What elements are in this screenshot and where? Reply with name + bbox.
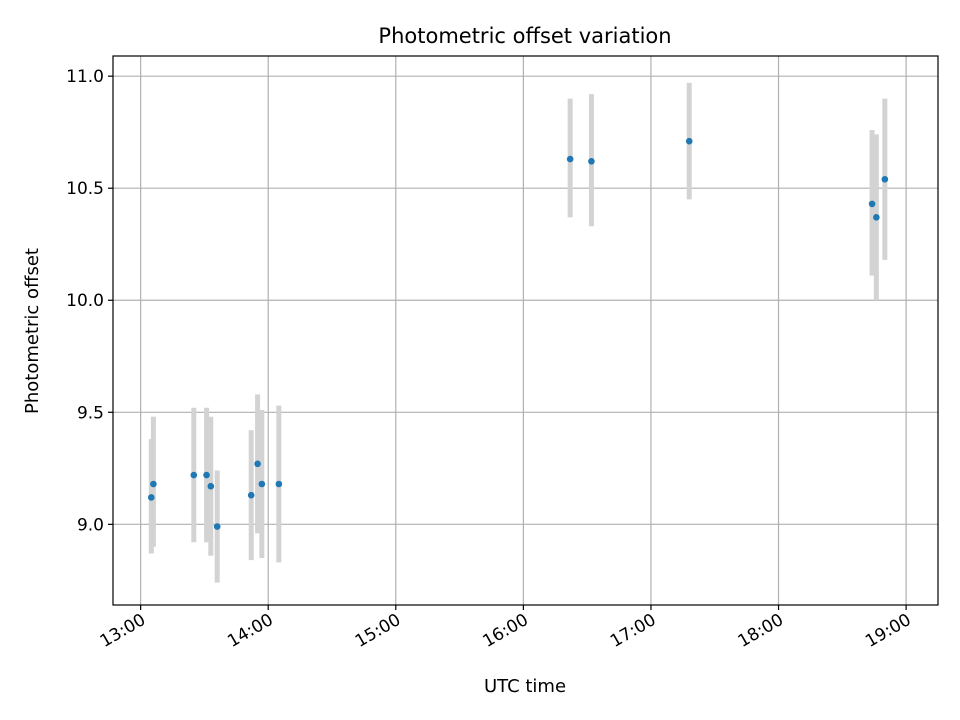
y-tick-label: 10.0 (66, 291, 104, 311)
data-point (203, 471, 210, 479)
y-axis-label: Photometric offset (22, 248, 43, 414)
y-tick-label: 10.5 (66, 179, 104, 199)
data-point (147, 494, 155, 501)
data-point (258, 480, 266, 488)
data-points (147, 137, 889, 530)
grid-lines (113, 56, 938, 605)
data-point (588, 158, 595, 165)
data-point (207, 482, 215, 490)
plot-frame (112, 55, 939, 606)
data-point (254, 460, 261, 468)
y-tick-label: 9.5 (77, 403, 104, 423)
data-point (247, 491, 255, 499)
data-point (873, 214, 880, 221)
data-point (275, 480, 283, 488)
y-tick-label: 11.0 (66, 67, 104, 87)
data-point (566, 155, 574, 163)
x-axis-label: UTC time (484, 676, 566, 697)
y-tick-label: 9.0 (77, 515, 104, 535)
chart-title: Photometric offset variation (378, 24, 671, 48)
data-point (881, 175, 889, 183)
data-point (685, 137, 693, 145)
data-point (190, 471, 198, 479)
data-point (868, 200, 876, 208)
data-point (150, 480, 157, 488)
data-point (213, 523, 221, 530)
